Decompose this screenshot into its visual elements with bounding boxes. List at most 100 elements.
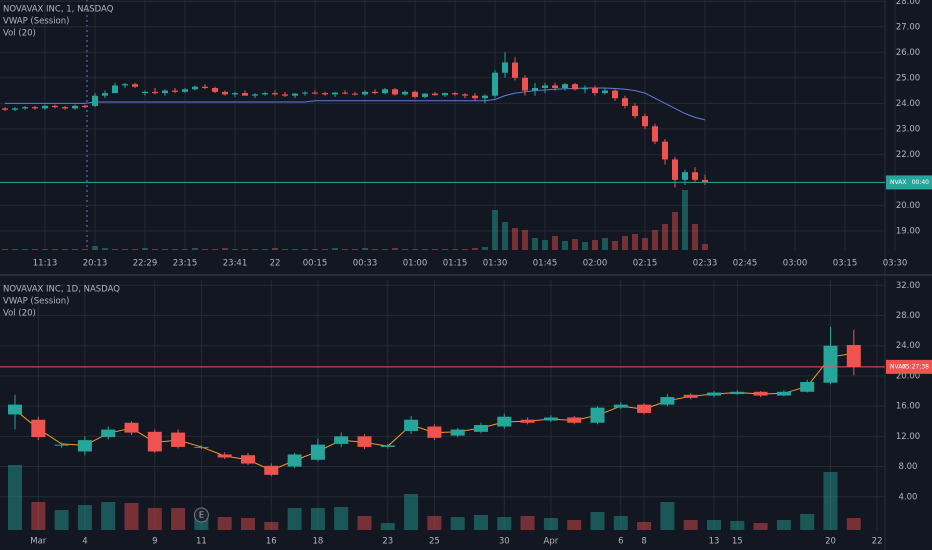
volume-bar	[122, 249, 128, 250]
x-tick-label: 23:41	[223, 259, 248, 269]
x-tick-label: 11:13	[33, 259, 58, 269]
candle-body	[552, 85, 558, 89]
volume-bar	[77, 505, 92, 530]
x-tick-label: 9	[152, 537, 157, 547]
candle-body	[142, 91, 148, 94]
volume-bar	[567, 520, 582, 530]
volume-bar	[32, 249, 38, 250]
volume-bar	[702, 244, 708, 250]
price-tag-box	[886, 359, 932, 374]
volume-bar	[202, 249, 208, 250]
candle-body	[292, 93, 298, 96]
volume-bar	[753, 523, 768, 530]
volume-bar	[182, 249, 188, 250]
volume-bar	[632, 234, 638, 250]
x-tick-label: 13	[709, 537, 720, 547]
legend-entry: Vol (20)	[3, 29, 36, 39]
candle-body	[357, 436, 372, 447]
candle-body	[432, 93, 438, 96]
volume-bar	[613, 516, 628, 530]
candle-body	[482, 95, 488, 99]
candle-body	[92, 95, 98, 106]
volume-bar	[730, 521, 745, 530]
candle-body	[362, 91, 368, 95]
volume-bar	[372, 249, 378, 250]
volume-bar	[147, 508, 162, 530]
volume-bar	[357, 516, 372, 530]
candle-body	[543, 417, 558, 421]
volume-bar	[112, 249, 118, 250]
price-tag-time: 00:40	[912, 179, 929, 186]
volume-bar	[42, 249, 48, 250]
y-tick-label: 28.00	[896, 311, 920, 321]
candle-body	[152, 91, 158, 94]
price-tag-time: 05:27:38	[902, 363, 929, 370]
candle-body	[12, 108, 18, 110]
x-tick-label: 01:30	[483, 259, 508, 269]
candle-body	[102, 93, 108, 96]
candle-body	[101, 429, 116, 438]
y-tick-label: 19.00	[896, 226, 920, 236]
candle-body	[592, 88, 598, 94]
candle-body	[532, 88, 538, 91]
x-tick-label: 03:00	[783, 259, 808, 269]
y-tick-label: 20.00	[896, 371, 920, 381]
volume-bar	[152, 249, 158, 250]
x-tick-label: 15	[732, 537, 743, 547]
candle-body	[642, 116, 648, 127]
candle-body	[474, 425, 488, 432]
candle-body	[42, 105, 48, 109]
candle-body	[171, 432, 186, 447]
x-tick-label: 02:45	[733, 259, 758, 269]
volume-bar	[776, 520, 791, 530]
volume-bar	[292, 249, 298, 250]
y-tick-label: 4.00	[899, 492, 918, 502]
candle-body	[147, 431, 162, 452]
volume-bar	[482, 247, 488, 250]
volume-bar	[332, 248, 338, 250]
vwap-line	[5, 87, 706, 121]
candle-body	[450, 429, 465, 436]
x-tick-label: 18	[312, 537, 323, 547]
volume-bar	[652, 230, 658, 250]
candle-body	[112, 85, 118, 94]
candle-body	[422, 93, 428, 97]
volume-bar	[92, 246, 98, 250]
candle-body	[683, 394, 698, 398]
candle-body	[800, 381, 815, 392]
candle-body	[252, 94, 258, 96]
x-tick-label: 22	[872, 537, 883, 547]
y-tick-label: 16.00	[896, 402, 920, 412]
candle-body	[582, 88, 588, 90]
candle-body	[542, 85, 548, 89]
candle-body	[194, 446, 209, 448]
x-tick-label: Apr	[544, 537, 559, 547]
volume-bar	[102, 248, 108, 250]
volume-bar	[642, 238, 648, 250]
volume-bar	[692, 224, 698, 250]
volume-bar	[312, 249, 318, 250]
y-tick-label: 26.00	[896, 48, 920, 58]
volume-bar	[552, 236, 558, 250]
candle-body	[332, 92, 338, 95]
volume-bar	[380, 523, 395, 530]
candle-body	[512, 62, 518, 78]
candle-body	[652, 126, 658, 142]
candle-body	[242, 93, 248, 96]
x-tick-label: 02:00	[583, 259, 608, 269]
y-tick-label: 25.00	[896, 73, 920, 83]
volume-bar	[302, 249, 308, 250]
y-tick-label: 22.00	[896, 150, 920, 160]
candle-body	[241, 455, 255, 464]
volume-bar	[404, 494, 419, 530]
candle-body	[302, 92, 308, 94]
volume-bar	[472, 248, 478, 250]
volume-bar	[450, 517, 465, 530]
volume-bar	[52, 249, 58, 250]
volume-bar	[241, 518, 255, 530]
x-tick-label: 16	[266, 537, 277, 547]
candle-body	[492, 72, 498, 96]
volume-bar	[12, 249, 18, 250]
volume-bar	[512, 228, 518, 250]
